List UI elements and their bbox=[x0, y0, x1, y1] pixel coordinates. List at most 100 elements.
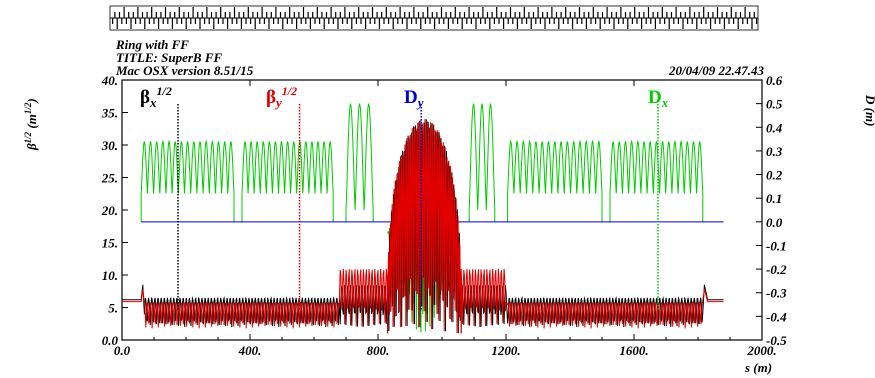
lattice-element bbox=[608, 18, 610, 24]
lattice-element bbox=[330, 7, 332, 18]
lattice-element bbox=[229, 12, 231, 18]
lattice-element bbox=[277, 18, 279, 24]
y-right-tick-label: 0.4 bbox=[766, 120, 783, 135]
lattice-element bbox=[459, 12, 461, 18]
lattice-element bbox=[376, 12, 378, 18]
lattice-element bbox=[486, 12, 489, 18]
lattice-element bbox=[328, 18, 330, 24]
lattice-element bbox=[148, 18, 150, 24]
lattice-element bbox=[114, 12, 116, 18]
lattice-element bbox=[374, 18, 376, 24]
lattice-element bbox=[712, 12, 714, 18]
lattice-element bbox=[353, 12, 355, 18]
lattice-element bbox=[371, 7, 374, 18]
lattice-element bbox=[519, 12, 521, 18]
dx-segment bbox=[241, 141, 334, 222]
y-right-tick-label: 0.2 bbox=[766, 168, 783, 183]
dx-segment bbox=[609, 139, 704, 222]
lattice-element bbox=[181, 18, 183, 24]
lattice-element bbox=[698, 12, 700, 18]
lattice-element bbox=[153, 18, 155, 24]
y-right-tick-label: -0.3 bbox=[766, 286, 787, 301]
lattice-element bbox=[615, 12, 617, 18]
series-betay bbox=[122, 119, 724, 334]
lattice-element bbox=[167, 18, 169, 24]
lattice-element bbox=[355, 18, 357, 24]
lattice-element bbox=[723, 18, 725, 29]
lattice-element bbox=[726, 12, 728, 18]
lattice-element bbox=[436, 12, 438, 18]
lattice-element bbox=[151, 7, 153, 18]
lattice-element bbox=[710, 18, 712, 29]
lattice-element bbox=[194, 18, 196, 24]
y-left-tick-label: 30. bbox=[101, 138, 118, 153]
lattice-element bbox=[657, 12, 659, 18]
legend-entry: βy1/2 bbox=[266, 84, 297, 110]
lattice-element bbox=[463, 12, 466, 18]
lattice-element bbox=[187, 12, 190, 18]
lattice-element bbox=[438, 18, 440, 24]
lattice-element bbox=[496, 7, 498, 18]
lattice-element bbox=[721, 12, 723, 18]
lattice-element bbox=[160, 12, 162, 18]
lattice-element bbox=[597, 12, 599, 18]
lattice-element bbox=[282, 18, 284, 29]
lattice-element bbox=[204, 18, 206, 24]
lattice-element bbox=[192, 7, 194, 18]
lattice-element bbox=[719, 18, 721, 24]
lattice-element bbox=[121, 18, 123, 24]
lattice-element bbox=[383, 18, 385, 24]
lattice-element bbox=[560, 12, 562, 18]
lattice-element bbox=[171, 18, 173, 29]
lattice-element bbox=[450, 12, 452, 18]
lattice-element bbox=[201, 12, 203, 18]
lattice-element bbox=[275, 7, 277, 18]
lattice-element bbox=[493, 18, 495, 24]
lattice-element bbox=[473, 12, 475, 18]
y-left-tick-label: 15. bbox=[102, 236, 118, 251]
dx-segment bbox=[345, 103, 374, 222]
y-right-tick-label: -0.5 bbox=[766, 333, 787, 348]
lattice-element bbox=[509, 7, 512, 18]
lattice-element bbox=[406, 18, 408, 29]
lattice-element bbox=[266, 12, 268, 18]
lattice-element bbox=[227, 18, 229, 29]
lattice-element bbox=[392, 18, 394, 29]
lattice-element bbox=[592, 7, 594, 18]
lattice-element bbox=[137, 7, 139, 18]
x-tick-label: 800. bbox=[367, 343, 390, 358]
lattice-element bbox=[240, 18, 242, 29]
lattice-element bbox=[401, 18, 403, 24]
x-axis-label: s (m) bbox=[744, 360, 772, 375]
lattice-element bbox=[680, 12, 682, 18]
lattice-element bbox=[206, 7, 208, 18]
lattice-element bbox=[243, 12, 245, 18]
lattice-element bbox=[505, 12, 507, 18]
lattice-element bbox=[634, 7, 636, 18]
lattice-element bbox=[555, 12, 558, 18]
lattice-element bbox=[185, 18, 187, 29]
lattice-element bbox=[551, 7, 553, 18]
lattice-element bbox=[427, 7, 429, 18]
lattice-element bbox=[296, 18, 298, 29]
lattice-element bbox=[415, 18, 417, 24]
lattice-element bbox=[176, 18, 178, 24]
legend-entry: βx1/2 bbox=[140, 84, 172, 110]
lattice-element bbox=[751, 18, 753, 29]
lattice-element bbox=[404, 12, 406, 18]
lattice-element bbox=[466, 18, 468, 24]
lattice-element bbox=[319, 18, 321, 24]
lattice-element bbox=[233, 7, 236, 18]
lattice-element bbox=[716, 7, 719, 18]
lattice-element bbox=[744, 7, 746, 18]
lattice-element bbox=[245, 18, 247, 24]
lattice-element bbox=[337, 18, 339, 29]
lattice-element bbox=[252, 12, 254, 18]
lattice-element bbox=[599, 18, 601, 29]
y-right-tick-label: 0.6 bbox=[766, 73, 783, 88]
x-tick-label: 1200. bbox=[491, 343, 520, 358]
lattice-element bbox=[535, 18, 537, 24]
lattice-element bbox=[666, 12, 668, 18]
lattice-element bbox=[574, 12, 576, 18]
lattice-element bbox=[139, 18, 141, 24]
